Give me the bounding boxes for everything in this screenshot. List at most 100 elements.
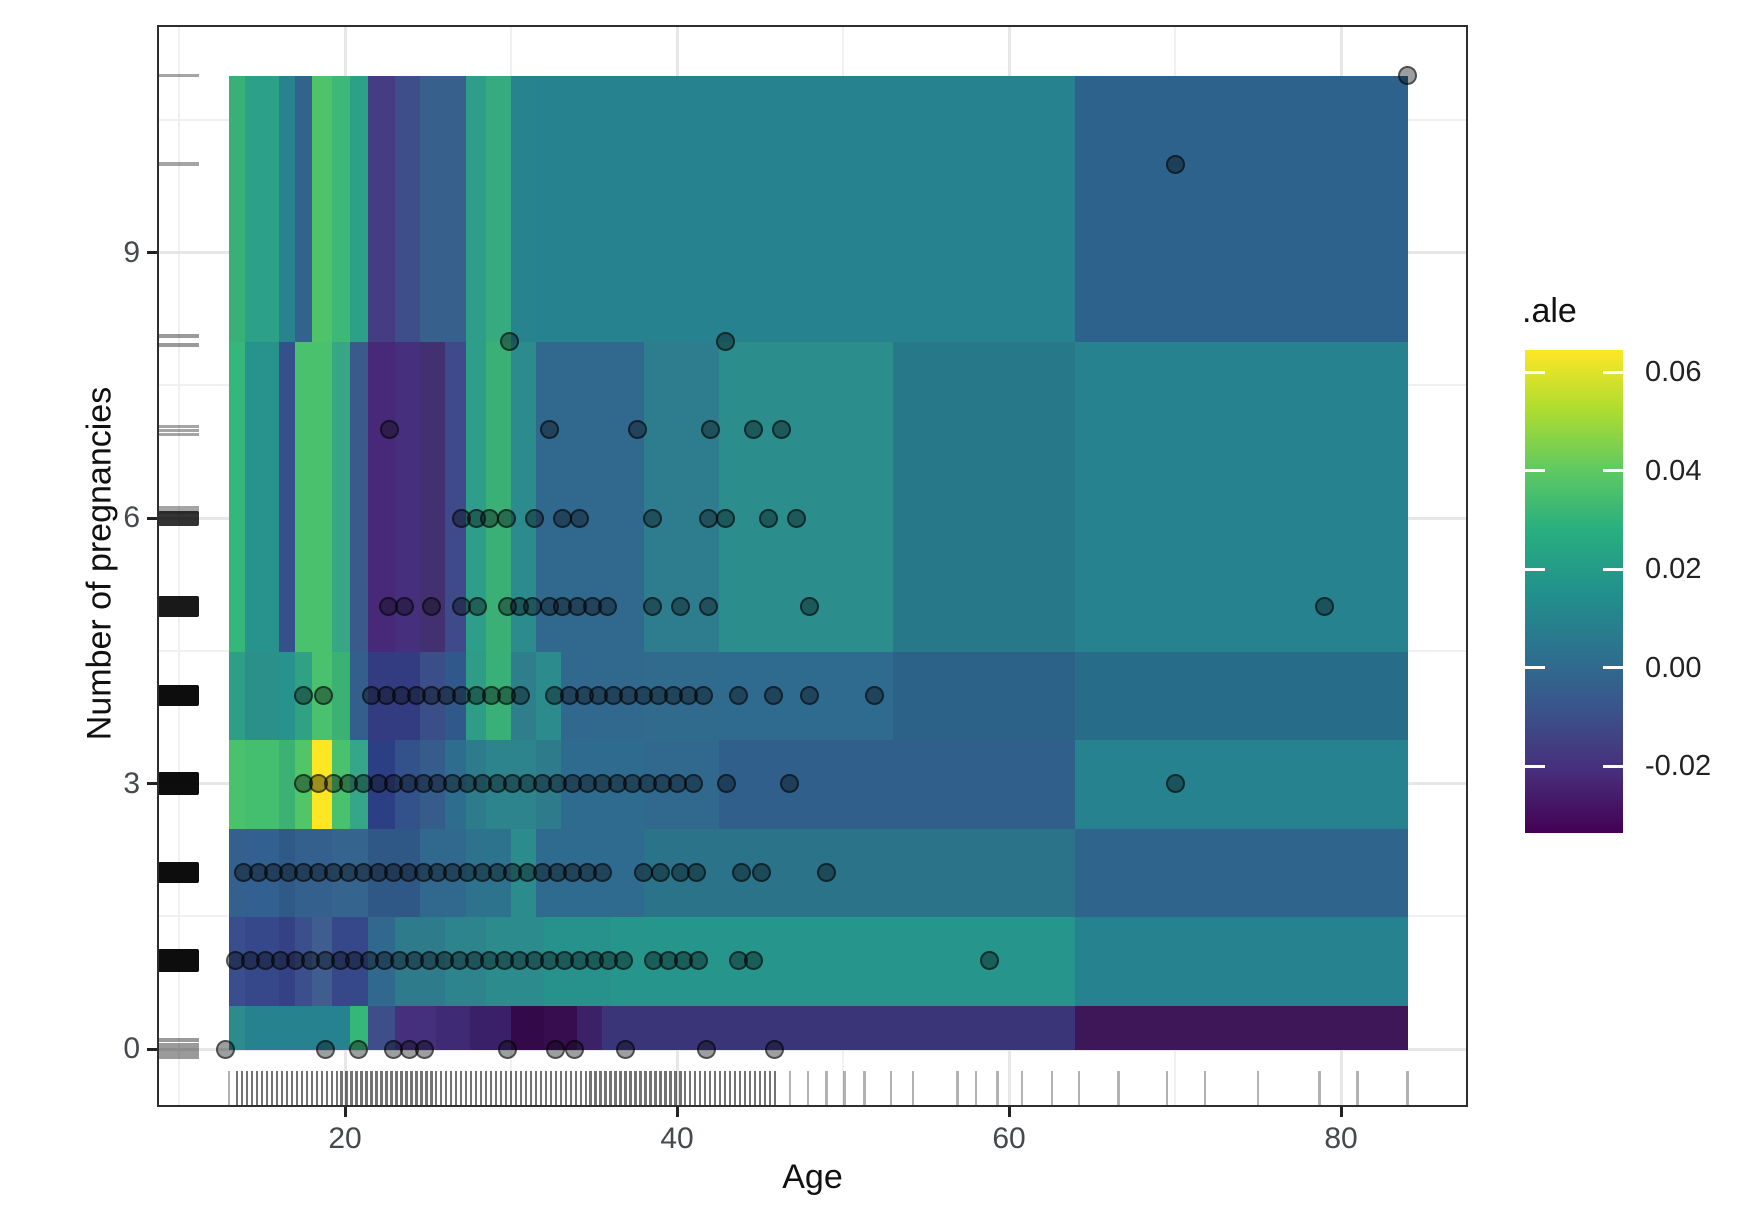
colorbar-tick-label: 0.06 — [1645, 356, 1702, 389]
x-rug-tick — [733, 1071, 737, 1105]
data-point — [642, 508, 662, 528]
data-point — [496, 508, 516, 528]
heatmap-cell — [349, 1004, 370, 1050]
data-point — [499, 331, 519, 351]
x-rug-tick — [889, 1071, 893, 1105]
y-tick-label: 6 — [123, 501, 140, 534]
x-rug-tick — [723, 1071, 727, 1105]
data-point — [415, 1039, 435, 1059]
heatmap-cell — [1075, 739, 1409, 829]
heatmap-cell — [228, 739, 247, 829]
x-rug-tick — [260, 1071, 264, 1105]
colorbar-tick-label: -0.02 — [1645, 750, 1712, 783]
heatmap-cell — [1075, 341, 1409, 652]
x-rug-tick — [569, 1071, 572, 1105]
x-rug-tick — [227, 1071, 230, 1105]
x-rug-tick — [345, 1071, 348, 1105]
x-rug-tick — [825, 1071, 828, 1105]
x-axis-title: Age — [782, 1158, 843, 1196]
x-rug-tick — [524, 1071, 528, 1105]
data-point — [732, 862, 752, 882]
x-rug-tick — [420, 1071, 423, 1105]
heatmap-cell — [228, 650, 247, 741]
x-rug-tick — [1117, 1071, 1120, 1105]
x-rug-tick — [415, 1071, 418, 1105]
heatmap-cell — [245, 650, 280, 741]
heatmap-cell — [1075, 916, 1409, 1006]
data-point — [421, 597, 441, 616]
x-rug-tick — [584, 1071, 587, 1105]
x-rug-tick — [564, 1071, 567, 1105]
x-rug-tick — [1318, 1071, 1321, 1105]
x-rug-tick — [1077, 1071, 1080, 1105]
x-rug-tick — [974, 1071, 977, 1105]
y-rug-line — [158, 334, 199, 338]
x-rug-tick — [494, 1071, 498, 1105]
x-rug-tick — [380, 1071, 383, 1105]
x-rug-tick — [664, 1071, 667, 1105]
y-tick-label: 0 — [123, 1032, 140, 1065]
x-rug-tick — [455, 1071, 458, 1105]
data-point — [780, 774, 800, 793]
x-rug-tick — [375, 1071, 378, 1105]
colorbar-tick-label: 0.04 — [1645, 454, 1702, 487]
x-rug-tick — [240, 1071, 244, 1105]
data-point — [684, 774, 704, 793]
x-rug-tick — [450, 1071, 453, 1105]
x-rug-tick — [484, 1071, 488, 1105]
data-point — [1314, 597, 1334, 616]
data-point — [511, 685, 531, 705]
data-point — [614, 951, 634, 970]
y-axis-tick — [147, 782, 157, 785]
x-rug-tick — [1203, 1071, 1207, 1105]
x-rug-tick — [1021, 1071, 1024, 1105]
x-axis-tick — [675, 1107, 679, 1117]
x-rug-tick — [911, 1071, 914, 1105]
x-rug-tick — [504, 1071, 508, 1105]
data-point — [564, 1039, 584, 1059]
y-rug-line — [158, 343, 199, 347]
heatmap-cell — [535, 75, 1077, 342]
x-rug-tick — [499, 1071, 503, 1105]
heatmap-cell — [511, 75, 537, 342]
data-point — [294, 685, 313, 705]
heatmap-cell — [278, 75, 296, 342]
data-point — [800, 597, 820, 616]
x-rug-tick — [694, 1071, 697, 1105]
x-rug-tick — [649, 1071, 652, 1105]
x-rug-tick — [534, 1071, 538, 1105]
data-point — [616, 1039, 636, 1059]
x-rug-tick — [335, 1071, 338, 1105]
data-point — [597, 597, 617, 616]
x-rug-tick — [270, 1071, 274, 1105]
y-rug-line — [158, 432, 199, 437]
heatmap-cell — [486, 75, 512, 342]
x-rug-tick — [479, 1071, 483, 1105]
heatmap-cell — [331, 650, 351, 741]
x-rug-tick — [1356, 1071, 1359, 1105]
heatmap-cell — [349, 650, 370, 741]
x-rug-tick — [460, 1071, 463, 1105]
x-rug-tick — [275, 1071, 279, 1105]
x-rug-tick — [1406, 1071, 1409, 1105]
data-point — [313, 685, 333, 705]
heatmap-cell — [228, 75, 247, 342]
colorbar-tick — [1525, 764, 1545, 768]
heatmap-cell — [892, 341, 1077, 652]
x-rug-tick — [763, 1071, 767, 1105]
legend-colorbar — [1525, 350, 1623, 833]
x-rug-tick — [629, 1071, 632, 1105]
heatmap-cell — [1075, 650, 1409, 741]
heatmap-cell — [444, 341, 467, 652]
x-tick-label: 40 — [660, 1122, 694, 1155]
x-rug-tick — [773, 1071, 777, 1105]
x-rug-tick — [704, 1071, 707, 1105]
x-rug-tick — [395, 1071, 398, 1105]
y-axis-tick — [147, 1047, 157, 1051]
x-rug-tick — [305, 1071, 308, 1105]
x-tick-label: 20 — [328, 1122, 362, 1155]
data-point — [468, 597, 488, 616]
x-rug-tick — [768, 1071, 772, 1105]
x-rug-tick — [315, 1071, 318, 1105]
heatmap-cell — [295, 341, 333, 652]
